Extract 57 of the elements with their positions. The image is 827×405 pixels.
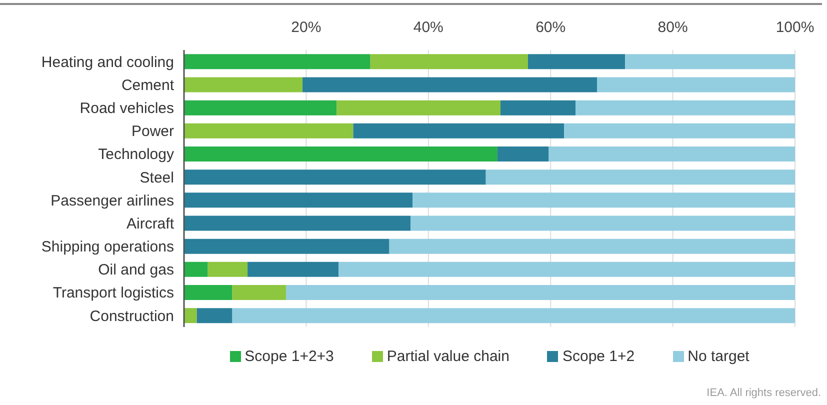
- bar: [184, 100, 337, 116]
- y-tick-label: Cement: [121, 76, 175, 94]
- bar: [184, 146, 498, 162]
- bar: [353, 123, 564, 138]
- x-tick-label: 40%: [413, 19, 444, 36]
- bar: [497, 146, 549, 162]
- bar: [302, 77, 598, 92]
- bar: [196, 308, 232, 324]
- bar: [184, 192, 413, 208]
- legend-label: No target: [688, 348, 750, 365]
- legend-label: Scope 1+2: [562, 348, 635, 365]
- y-tick-label: Construction: [90, 308, 174, 325]
- y-tick-label: Steel: [140, 169, 174, 186]
- bar: [625, 54, 795, 70]
- bar: [576, 100, 795, 116]
- y-tick-label: Power: [131, 123, 174, 140]
- y-tick-label: Transport logistics: [52, 284, 174, 302]
- x-tick-label: 20%: [291, 19, 322, 36]
- bar: [184, 54, 370, 70]
- bar: [184, 216, 411, 231]
- bar: [184, 170, 486, 185]
- bar: [232, 284, 286, 300]
- bar: [528, 54, 626, 70]
- bar: [548, 146, 795, 162]
- y-tick-label: Passenger airlines: [50, 192, 174, 210]
- y-tick-label: Aircraft: [126, 215, 175, 232]
- bar: [412, 192, 795, 208]
- legend-label: Partial value chain: [386, 348, 510, 365]
- legend-label: Scope 1+2+3: [244, 348, 334, 365]
- y-tick-label: Oil and gas: [98, 262, 174, 279]
- text: IEA. All rights reserved.: [706, 387, 821, 399]
- bar: [184, 262, 208, 277]
- bar: [248, 262, 339, 277]
- bar: [370, 54, 528, 70]
- y-tick-label: Heating and cooling: [41, 54, 174, 71]
- bar: [410, 216, 795, 231]
- x-tick-label: 60%: [536, 19, 566, 36]
- bar: [336, 100, 500, 116]
- y-tick-label: Technology: [98, 146, 174, 164]
- y-tick-label: Shipping operations: [41, 238, 174, 256]
- x-tick-label: 80%: [658, 19, 688, 36]
- bar: [184, 284, 232, 300]
- bar: [286, 284, 795, 300]
- bar: [184, 77, 303, 92]
- bar: [338, 262, 795, 277]
- bar: [208, 262, 248, 277]
- bar: [597, 77, 795, 92]
- bar: [184, 308, 197, 324]
- bar: [184, 238, 390, 254]
- bar: [184, 123, 354, 138]
- bar: [389, 238, 795, 254]
- y-tick-label: Road vehicles: [80, 100, 174, 118]
- bar: [564, 123, 795, 138]
- bar: [232, 308, 795, 324]
- bar: [500, 100, 576, 116]
- x-tick-label: 100%: [776, 19, 814, 36]
- bar: [486, 170, 795, 185]
